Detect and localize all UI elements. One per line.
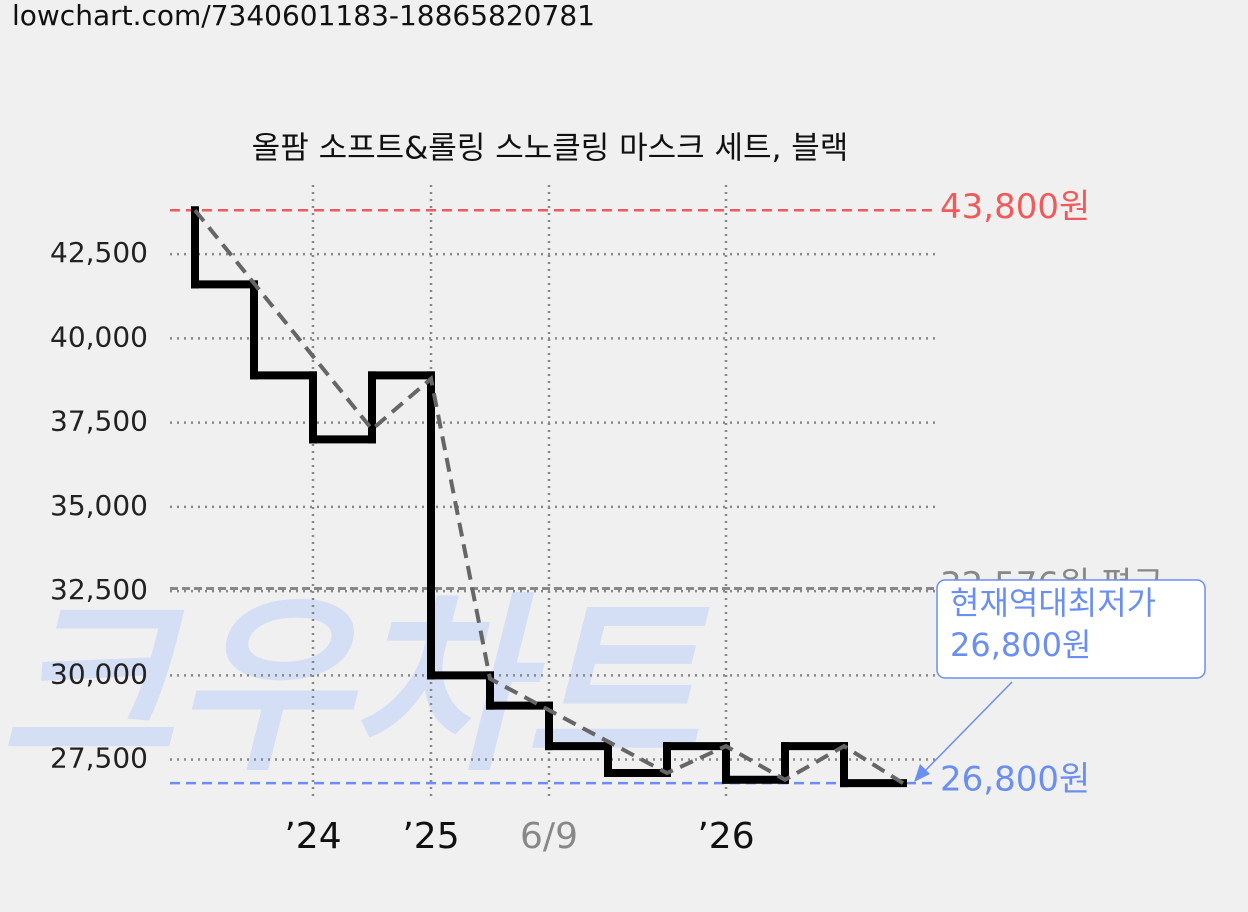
max-label: 43,800원 (940, 187, 1090, 227)
callout-arrowhead (914, 764, 930, 782)
callout-box (936, 579, 1206, 679)
x-tick-label: ’25 (402, 816, 459, 857)
watermark: 크우차트 (0, 576, 710, 797)
callout-arrow (919, 681, 1013, 777)
x-tick-label: ’24 (284, 816, 341, 857)
x-tick-label: ’26 (697, 816, 754, 857)
trend-line (193, 209, 905, 785)
url: lowchart.com/7340601183-18865820781 (12, 0, 595, 32)
y-tick-label: 42,500 (50, 236, 148, 269)
y-tick-label: 27,500 (50, 742, 148, 775)
x-tick-label: 6/9 (520, 816, 578, 857)
chart-title: 올팜 소프트&롤링 스노클링 마스크 세트, 블랙 (252, 131, 849, 167)
y-tick-label: 35,000 (50, 489, 148, 522)
y-tick-label: 40,000 (50, 320, 148, 353)
y-tick-label: 30,000 (50, 657, 148, 690)
y-tick-label: 37,500 (50, 405, 148, 438)
min-label: 26,800원 (940, 760, 1090, 800)
callout-text: 26,800원 (950, 626, 1091, 664)
y-tick-label: 32,500 (50, 573, 148, 606)
callout-text: 현재역대최저가 (950, 584, 1156, 622)
